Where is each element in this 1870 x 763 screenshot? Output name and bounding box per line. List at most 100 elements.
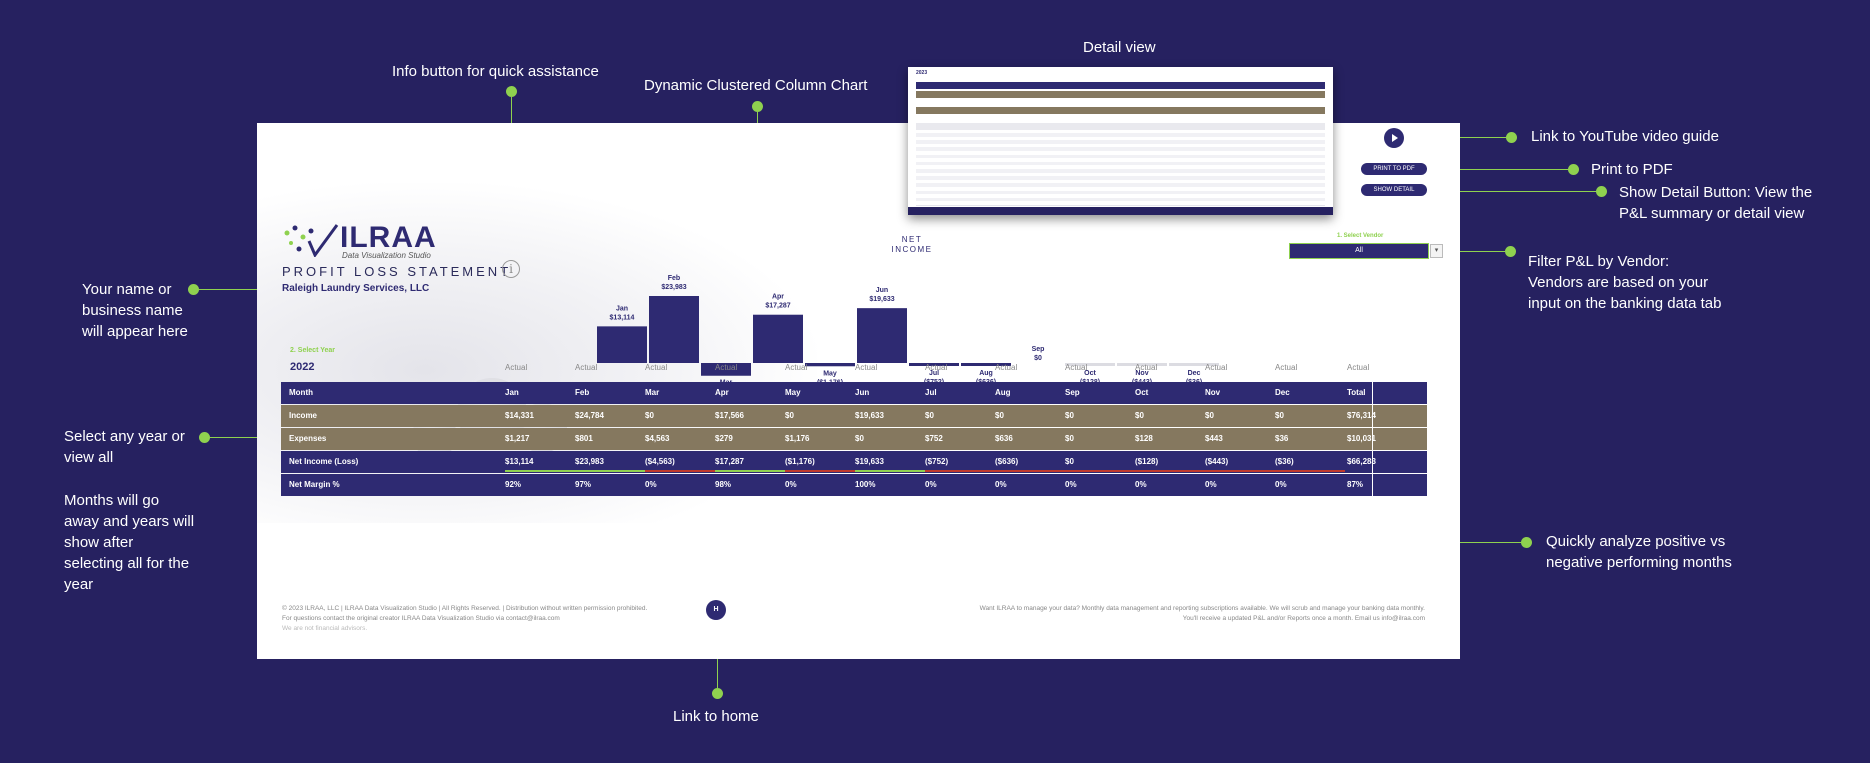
table-cell: Net Income (Loss) [289, 457, 359, 466]
table-cell: $0 [1135, 411, 1144, 420]
table-cell: Jan [505, 388, 519, 397]
trend-segment [1065, 470, 1135, 472]
chevron-down-icon[interactable]: ▾ [1430, 244, 1443, 258]
net-income-label-line: NET [901, 235, 923, 244]
year-select[interactable]: 2022 [290, 361, 315, 373]
table-cell: ($128) [1135, 457, 1159, 466]
table-cell: 87% [1347, 480, 1364, 489]
table-cell: 92% [505, 480, 522, 489]
print-to-pdf-button[interactable]: PRINT TO PDF [1361, 163, 1427, 175]
chart-bar [805, 363, 855, 367]
table-cell: $4,563 [645, 434, 670, 443]
chart-value-label: $0 [1034, 355, 1042, 362]
trend-segment [785, 470, 855, 472]
chart-bar [649, 296, 699, 363]
chart-value-label: $19,633 [869, 296, 894, 303]
annotation-dot [1568, 164, 1579, 175]
table-cell: ($752) [925, 457, 949, 466]
detail-expense-row [916, 107, 1325, 114]
vendor-select[interactable]: All [1289, 243, 1429, 259]
table-cell: $36 [1275, 434, 1289, 443]
column-header-actual: Actual [1347, 363, 1370, 372]
chart-bar [597, 326, 647, 363]
table-cell: 97% [575, 480, 592, 489]
annotation-text: Months will go [64, 492, 160, 509]
table-cell: Apr [715, 388, 729, 397]
table-cell: $128 [1135, 434, 1153, 443]
page-title: PROFIT LOSS STATEMENT [282, 264, 512, 279]
annotation-text: Your name or [82, 281, 172, 298]
home-button[interactable]: H [706, 600, 726, 620]
annotation-dot [199, 432, 210, 443]
logo-subtitle: Data Visualization Studio [342, 251, 431, 260]
vendor-filter-label: 1. Select Vendor [1337, 233, 1384, 239]
table-cell: Nov [1205, 388, 1221, 397]
annotation-line [210, 437, 283, 438]
table-cell: 0% [1135, 480, 1147, 489]
net-income-label: NET INCOME [877, 235, 947, 255]
table-cell: 100% [855, 480, 876, 489]
annotation-text: Select any year or [64, 428, 185, 445]
chart-bar [1169, 363, 1219, 366]
footer-text: We are not financial advisors. [282, 625, 368, 632]
table-cell: ($1,176) [785, 457, 815, 466]
annotation-line [1453, 542, 1521, 543]
table-row-net-income: Net Income (Loss) $13,114 $23,983 ($4,563) $… [281, 451, 1427, 473]
annotation-youtube: Link to YouTube video guide [1531, 128, 1719, 145]
table-cell: 0% [785, 480, 797, 489]
info-icon[interactable]: i [502, 260, 520, 278]
footer-text: © 2023 ILRAA, LLC | ILRAA Data Visualiza… [282, 605, 648, 612]
annotation-text: negative performing months [1546, 554, 1732, 571]
chart-month-label: Apr [772, 294, 784, 301]
table-row-month: Month Jan Feb Mar Apr May Jun Jul Aug Sep Oct Nov De… [281, 382, 1427, 404]
annotation-line [1446, 251, 1505, 252]
table-cell: Month [289, 388, 313, 397]
detail-view-preview: 2023 [908, 67, 1333, 215]
annotation-home: Link to home [673, 708, 759, 725]
table-cell: $17,287 [715, 457, 744, 466]
chart-month-label: Jul [929, 370, 939, 377]
annotation-text: Show Detail Button: View the [1619, 184, 1813, 201]
column-header-actual: Actual [1065, 363, 1088, 372]
table-cell: Feb [575, 388, 590, 397]
annotation-text: year [64, 576, 94, 593]
table-cell: $0 [1065, 434, 1074, 443]
column-header-actual: Actual [505, 363, 528, 372]
table-cell: $66,283 [1347, 457, 1376, 466]
annotation-analyze: Quickly analyze positive vs negative per… [1546, 531, 1732, 573]
detail-year: 2023 [916, 70, 928, 76]
annotation-dot [1596, 186, 1607, 197]
table-cell: 0% [645, 480, 657, 489]
annotation-dot [1505, 246, 1516, 257]
total-column-divider [1372, 382, 1373, 496]
annotation-year: Select any year or view all [64, 426, 185, 468]
table-cell: $0 [995, 411, 1004, 420]
annotation-text: Quickly analyze positive vs [1546, 533, 1726, 550]
table-cell: $279 [715, 434, 733, 443]
table-cell: $17,566 [715, 411, 744, 420]
table-cell: $23,983 [575, 457, 604, 466]
column-header-actual: Actual [575, 363, 598, 372]
table-cell: ($36) [1275, 457, 1294, 466]
chart-bar [909, 363, 959, 366]
table-cell: $0 [1275, 411, 1284, 420]
annotation-dot [1521, 537, 1532, 548]
chart-bar [753, 314, 803, 363]
detail-header-row [916, 82, 1325, 89]
play-icon[interactable] [1384, 128, 1404, 148]
chart-bar [857, 308, 907, 363]
annotation-show-detail: Show Detail Button: View the P&L summary… [1619, 182, 1812, 224]
table-cell: $636 [995, 434, 1013, 443]
detail-net-row [916, 123, 1325, 130]
show-detail-button[interactable]: SHOW DETAIL [1361, 184, 1427, 196]
trend-segment [715, 470, 785, 472]
footer-right: Want ILRAA to manage your data? Monthly … [980, 604, 1425, 624]
chart-month-label: Nov [1135, 370, 1148, 377]
trend-segment [855, 470, 925, 472]
table-cell: $1,176 [785, 434, 810, 443]
column-header-actual: Actual [785, 363, 808, 372]
annotation-months: Months will go away and years will show … [64, 490, 194, 595]
footer-text: You'll receive a updated P&L and/or Repo… [1182, 615, 1425, 622]
table-row-income: Income $14,331 $24,784 $0 $17,566 $0 $19,633 $0… [281, 405, 1427, 427]
annotation-line [717, 636, 718, 688]
